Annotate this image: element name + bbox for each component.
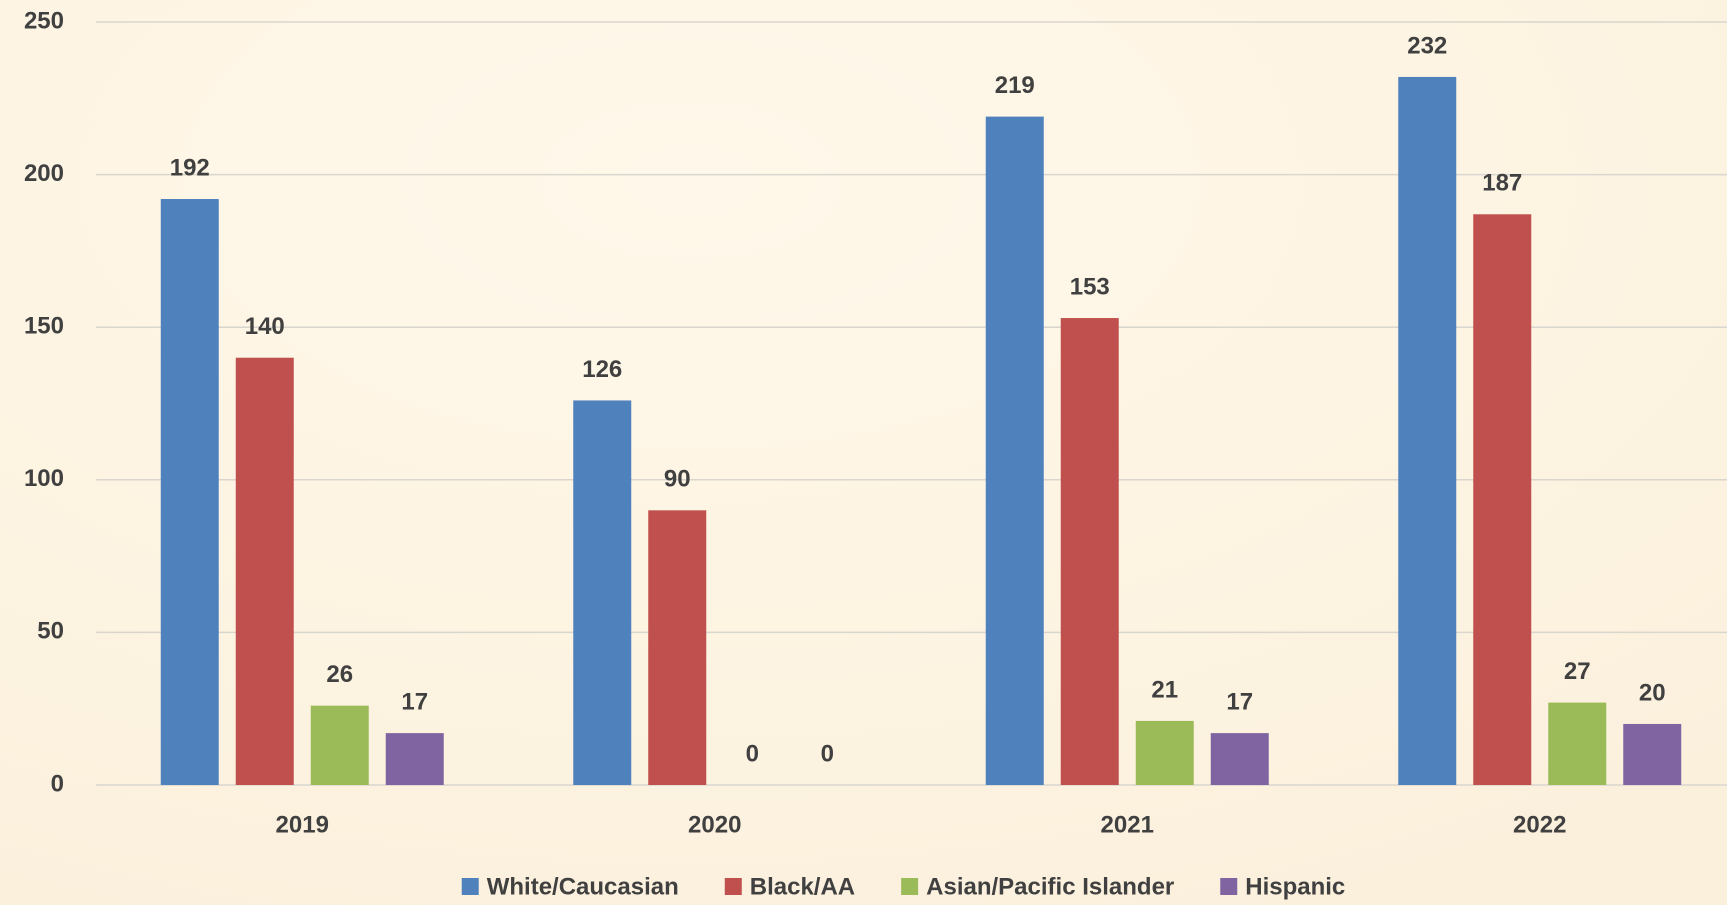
data-label: 153: [1070, 273, 1110, 300]
legend-swatch: [1220, 878, 1238, 895]
legend-label: Asian/Pacific Islander: [926, 873, 1174, 900]
x-tick-label: 2019: [276, 811, 329, 838]
data-label: 187: [1482, 170, 1522, 197]
data-label: 0: [821, 740, 834, 767]
data-label: 20: [1639, 679, 1666, 706]
y-tick-label: 250: [24, 7, 64, 34]
data-label: 232: [1407, 32, 1447, 59]
data-label: 17: [1226, 688, 1253, 715]
bar: [310, 705, 369, 785]
legend-swatch: [461, 878, 479, 895]
y-tick-label: 50: [37, 618, 64, 645]
data-label: 126: [582, 356, 622, 383]
data-label: 26: [326, 661, 353, 688]
bar: [1548, 702, 1607, 785]
bar: [1398, 76, 1457, 786]
bar: [1473, 214, 1532, 785]
bar: [573, 400, 632, 785]
bar: [1623, 723, 1682, 785]
bar: [1210, 733, 1269, 785]
x-tick-label: 2022: [1513, 811, 1566, 838]
x-tick-label: 2021: [1101, 811, 1154, 838]
data-label: 90: [664, 466, 691, 493]
legend-swatch: [901, 878, 919, 895]
data-label: 17: [401, 688, 428, 715]
bar: [235, 357, 294, 785]
data-label: 0: [746, 740, 759, 767]
data-label: 21: [1151, 676, 1178, 703]
y-tick-label: 0: [51, 770, 64, 797]
legend-label: White/Caucasian: [487, 873, 679, 900]
bar: [385, 733, 444, 785]
y-tick-label: 150: [24, 313, 64, 340]
legend-label: Hispanic: [1245, 873, 1345, 900]
legend-swatch: [724, 878, 742, 895]
data-label: 192: [170, 154, 210, 181]
y-tick-label: 100: [24, 465, 64, 492]
bar: [648, 510, 707, 785]
x-tick-label: 2020: [688, 811, 741, 838]
bar: [1060, 318, 1119, 785]
data-label: 219: [995, 72, 1035, 99]
legend-label: Black/AA: [750, 873, 855, 900]
bar: [160, 199, 219, 786]
data-label: 140: [245, 313, 285, 340]
bar: [1135, 720, 1194, 785]
bar: [985, 116, 1044, 785]
data-label: 27: [1564, 658, 1591, 685]
y-tick-label: 200: [24, 160, 64, 187]
